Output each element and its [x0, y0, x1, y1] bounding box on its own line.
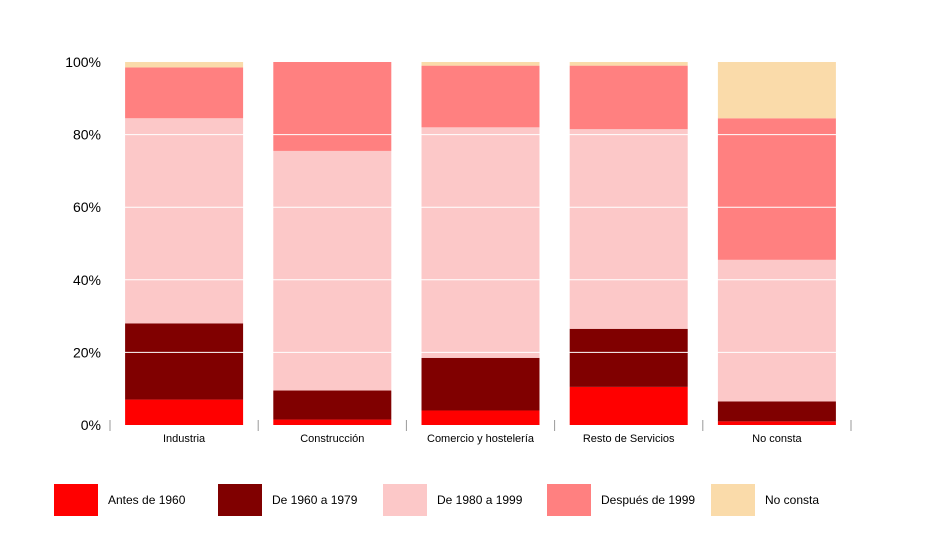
bar-segment-3-4: [569, 62, 688, 66]
y-tick-label-5: 100%: [65, 54, 101, 70]
category-label-1: Construcción: [300, 433, 364, 445]
y-tick-label-1: 20%: [73, 344, 101, 360]
bar-segment-3-1: [569, 328, 688, 387]
y-tick-label-2: 40%: [73, 272, 101, 288]
bar-segment-2-2: [421, 127, 540, 358]
category-label-4: No consta: [752, 433, 802, 445]
bar-segment-2-1: [421, 357, 540, 411]
category-label-2: Comercio y hostelería: [427, 433, 535, 445]
bar-segment-0-0: [125, 399, 244, 425]
y-tick-label-0: 0%: [81, 417, 101, 433]
bar-segment-1-2: [273, 150, 392, 391]
y-tick-label-4: 80%: [73, 127, 101, 143]
bar-segment-1-3: [273, 62, 392, 151]
bar-segment-2-0: [421, 410, 540, 425]
bar-segment-4-3: [717, 118, 836, 260]
bar-segment-0-4: [125, 62, 244, 68]
bar-segment-1-1: [273, 390, 392, 420]
bar-segment-2-3: [421, 65, 540, 128]
bar-segment-3-3: [569, 65, 688, 130]
bar-segment-3-0: [569, 386, 688, 425]
bar-segment-2-4: [421, 62, 540, 66]
category-label-3: Resto de Servicios: [583, 433, 675, 445]
y-tick-label-3: 60%: [73, 199, 101, 215]
bar-segment-1-0: [273, 419, 392, 425]
bar-segment-4-0: [717, 421, 836, 425]
bar-segment-0-2: [125, 118, 244, 324]
bar-segment-0-1: [125, 323, 244, 400]
bar-segment-0-3: [125, 67, 244, 119]
bar-segment-4-2: [717, 259, 836, 402]
category-label-0: Industria: [163, 433, 206, 445]
bar-segment-4-1: [717, 401, 836, 422]
bar-segment-3-2: [569, 129, 688, 329]
bar-segment-4-4: [717, 62, 836, 119]
